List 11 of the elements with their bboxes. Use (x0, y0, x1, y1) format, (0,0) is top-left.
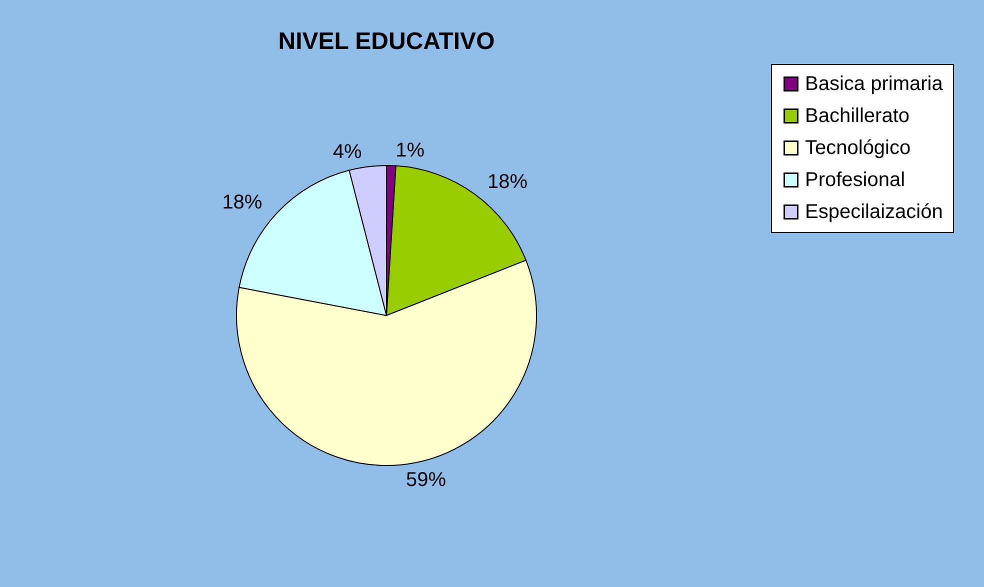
legend-label: Tecnológico (805, 137, 911, 159)
data-label: 18% (487, 171, 528, 194)
legend-label: Profesional (805, 169, 906, 191)
data-label: 59% (406, 468, 446, 491)
data-label: 1% (396, 140, 425, 162)
legend-label: Bachillerato (805, 105, 910, 127)
legend-label: Basica primaria (805, 73, 944, 95)
data-label: 18% (222, 192, 262, 214)
legend-label: Especilaización (805, 201, 943, 223)
chart-title: NIVEL EDUCATIVO (278, 28, 495, 55)
data-label: 4% (332, 140, 362, 163)
